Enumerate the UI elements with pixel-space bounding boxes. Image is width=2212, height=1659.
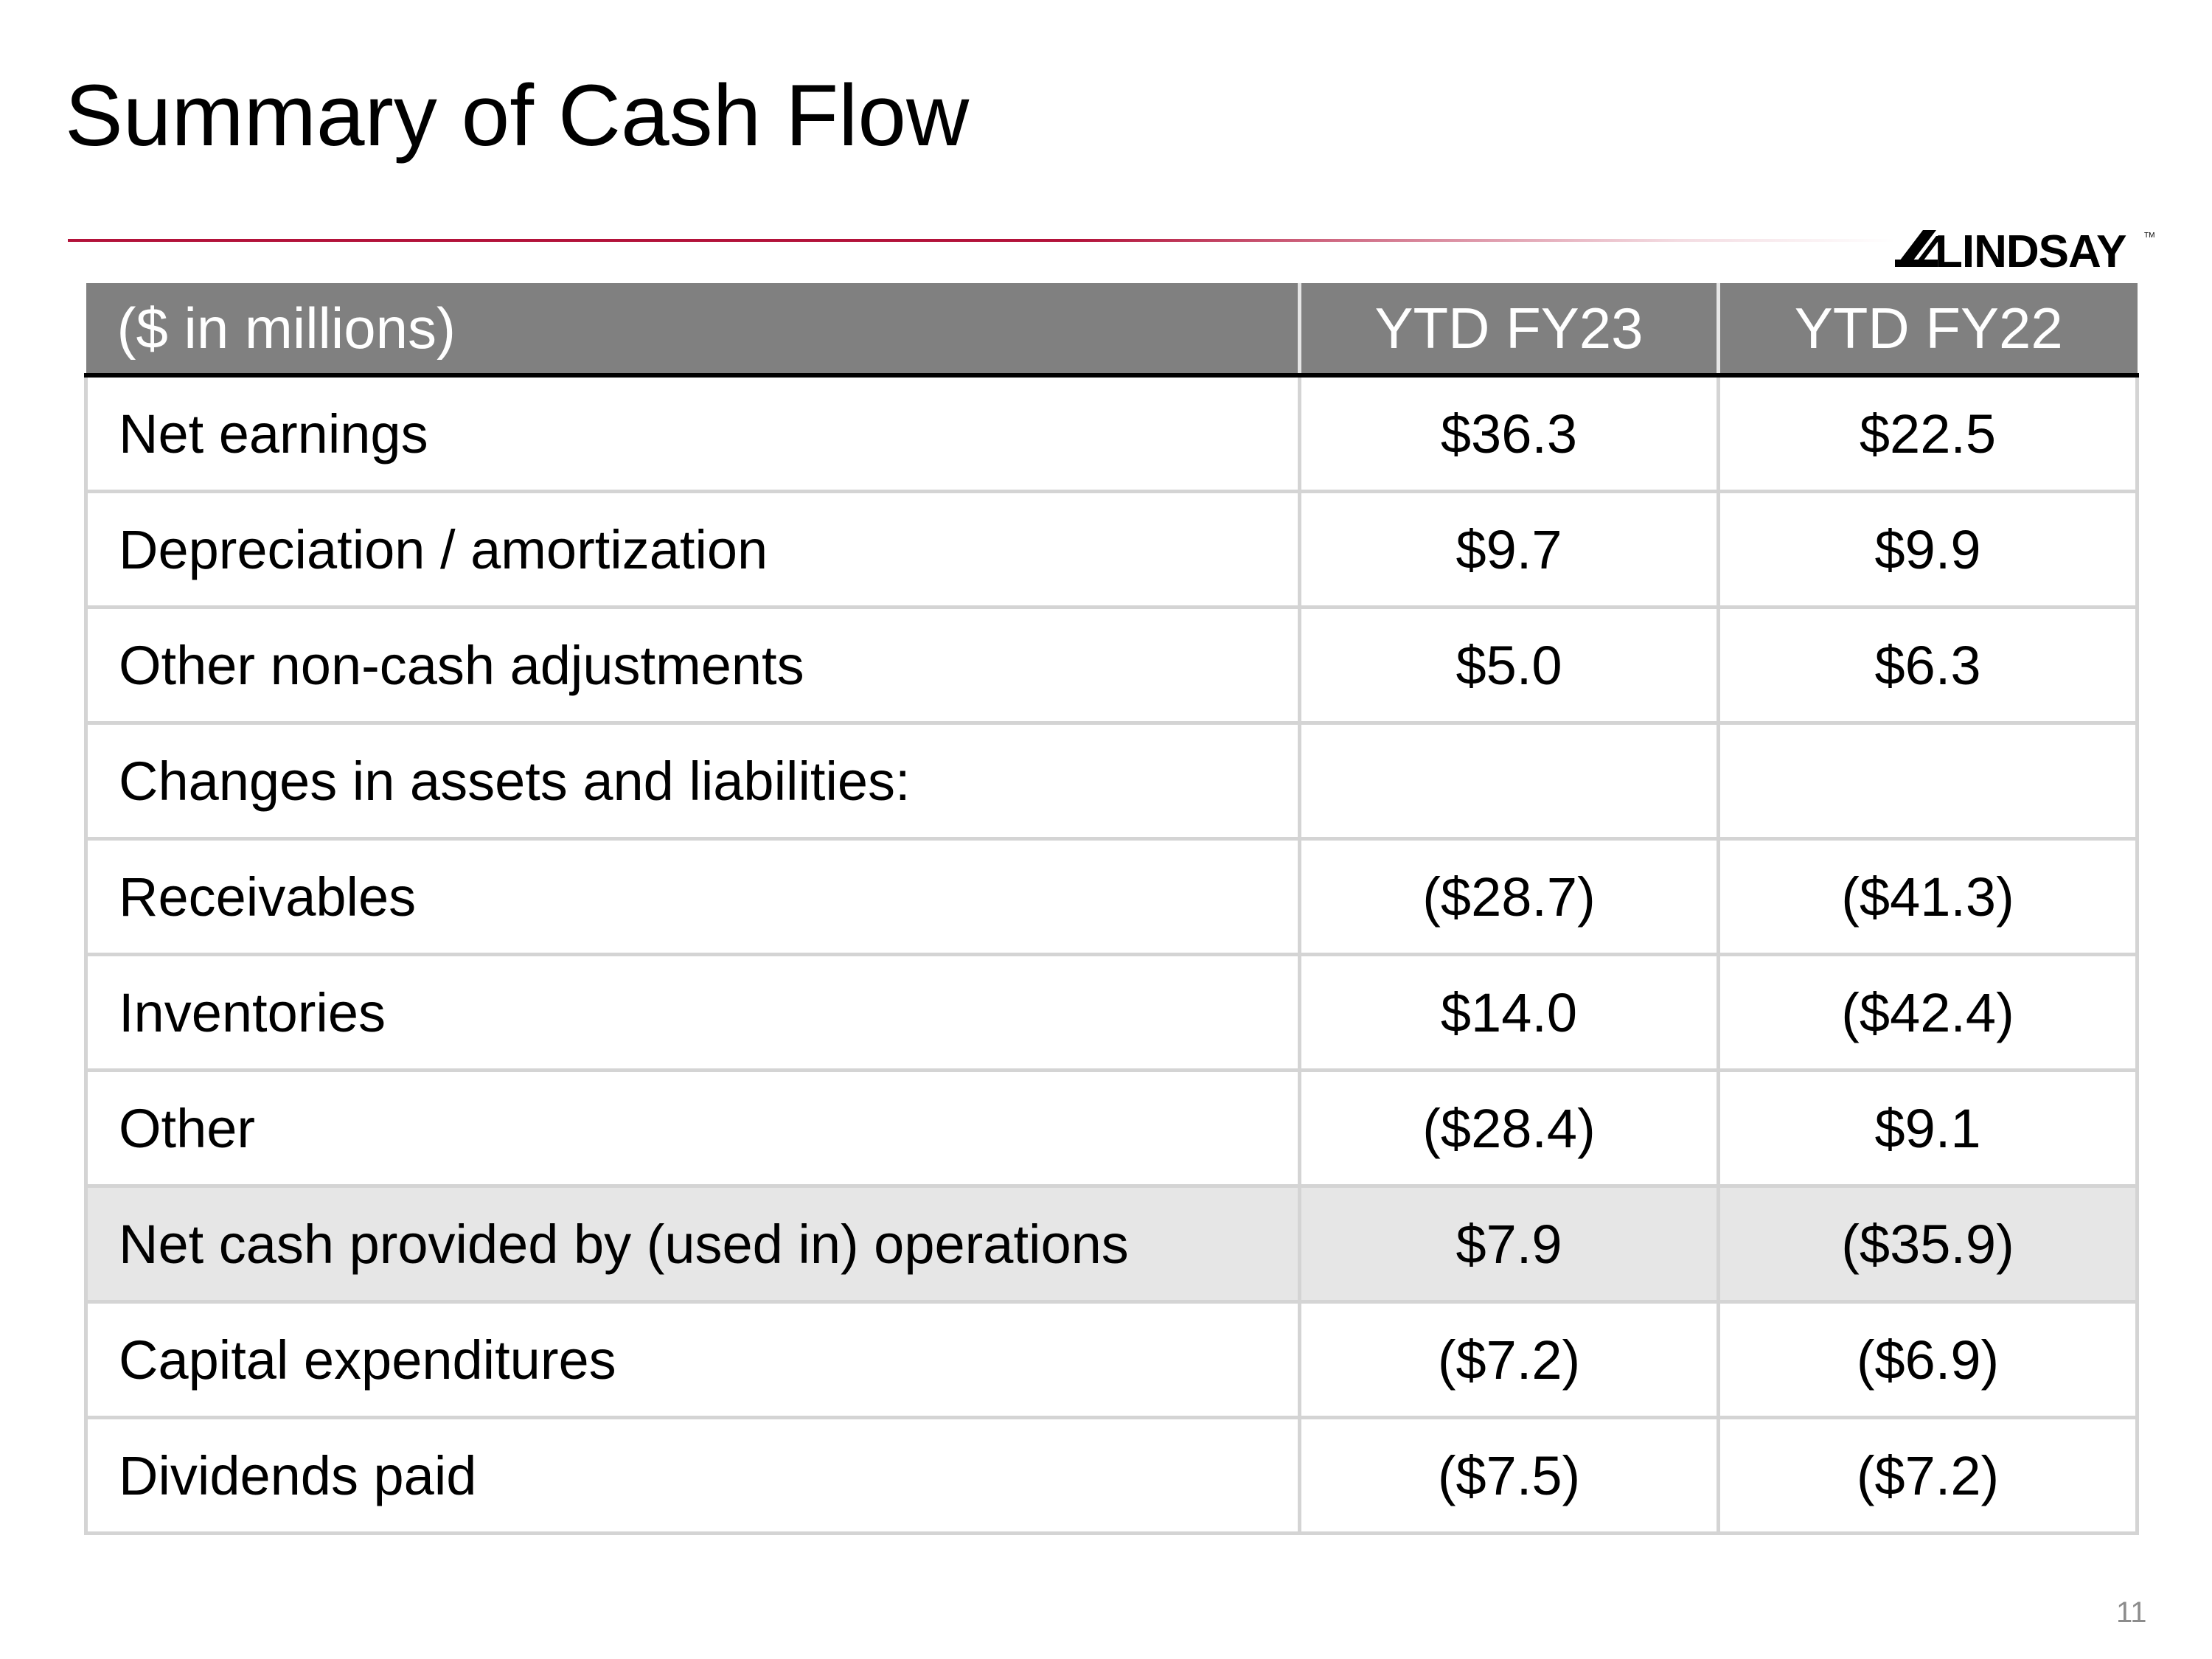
row-value-fy23: ($28.7) [1298, 837, 1720, 956]
table-header-row: ($ in millions) YTD FY23 YTD FY22 [86, 283, 2138, 378]
row-value-fy23: ($28.4) [1298, 1068, 1720, 1188]
row-label: Other [84, 1068, 1301, 1188]
row-label: Dividends paid [84, 1416, 1301, 1535]
row-label: Capital expenditures [84, 1300, 1301, 1419]
table-row: Other ($28.4) $9.1 [84, 1068, 2139, 1188]
table-row: Receivables ($28.7) ($41.3) [84, 837, 2139, 956]
lindsay-logo: LINDSAY TM [1895, 226, 2154, 274]
row-value-fy23: $36.3 [1298, 373, 1720, 493]
lindsay-logo-trademark: TM [2144, 232, 2154, 240]
table-row: Dividends paid ($7.5) ($7.2) [84, 1416, 2139, 1535]
page-number: 11 [2116, 1596, 2147, 1629]
column-header-ytd-fy22: YTD FY22 [1718, 283, 2138, 378]
title-divider [68, 239, 1896, 242]
row-label: Receivables [84, 837, 1301, 956]
row-value-fy22 [1717, 721, 2139, 841]
row-value-fy23: ($7.5) [1298, 1416, 1720, 1535]
row-value-fy22: ($41.3) [1717, 837, 2139, 956]
row-value-fy23: $9.7 [1298, 490, 1720, 609]
row-value-fy23: $5.0 [1298, 605, 1720, 725]
row-value-fy23 [1298, 721, 1720, 841]
row-value-fy22: ($7.2) [1717, 1416, 2139, 1535]
table-row: Other non-cash adjustments $5.0 $6.3 [84, 605, 2139, 725]
row-value-fy23: $7.9 [1298, 1184, 1720, 1304]
row-label: Depreciation / amortization [84, 490, 1301, 609]
table-row: Changes in assets and liabilities: [84, 721, 2139, 841]
row-value-fy22: ($42.4) [1717, 953, 2139, 1072]
row-value-fy22: $9.9 [1717, 490, 2139, 609]
row-label: Inventories [84, 953, 1301, 1072]
row-value-fy23: ($7.2) [1298, 1300, 1720, 1419]
row-value-fy22: $9.1 [1717, 1068, 2139, 1188]
table-row: Capital expenditures ($7.2) ($6.9) [84, 1300, 2139, 1419]
row-label: Net cash provided by (used in) operation… [84, 1184, 1301, 1304]
column-header-ytd-fy23: YTD FY23 [1299, 283, 1720, 378]
row-value-fy22: ($6.9) [1717, 1300, 2139, 1419]
table-row: Net earnings $36.3 $22.5 [84, 373, 2139, 493]
lindsay-logo-mark [1895, 230, 1942, 267]
row-value-fy22: ($35.9) [1717, 1184, 2139, 1304]
table-row: Inventories $14.0 ($42.4) [84, 953, 2139, 1072]
row-label: Changes in assets and liabilities: [84, 721, 1301, 841]
cash-flow-table: ($ in millions) YTD FY23 YTD FY22 Net ea… [84, 283, 2139, 1535]
lindsay-logo-text: LINDSAY [1935, 226, 2126, 274]
row-label: Net earnings [84, 373, 1301, 493]
row-value-fy22: $22.5 [1717, 373, 2139, 493]
page-title: Summary of Cash Flow [65, 67, 970, 164]
row-value-fy23: $14.0 [1298, 953, 1720, 1072]
table-row: Depreciation / amortization $9.7 $9.9 [84, 490, 2139, 609]
row-value-fy22: $6.3 [1717, 605, 2139, 725]
row-label: Other non-cash adjustments [84, 605, 1301, 725]
column-header-units: ($ in millions) [86, 283, 1301, 378]
table-row-highlighted: Net cash provided by (used in) operation… [84, 1184, 2139, 1304]
